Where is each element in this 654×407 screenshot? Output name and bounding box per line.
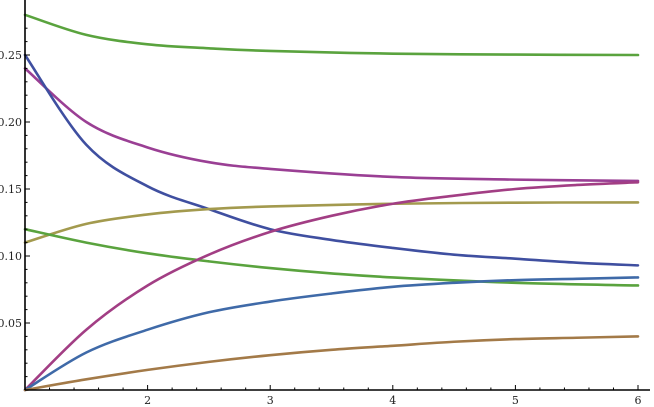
y-tick-label: 0.15 [0, 183, 22, 196]
series-layer [23, 13, 640, 392]
series-line-8 [23, 335, 640, 392]
x-tick-label: 5 [512, 394, 519, 407]
series-line-4 [23, 201, 640, 244]
y-tick-label: 0.25 [0, 49, 22, 62]
y-tick-label: 0.05 [0, 317, 22, 330]
x-tick-label: 4 [389, 394, 396, 407]
x-tick-label: 3 [267, 394, 274, 407]
x-tick-label: 6 [635, 394, 642, 407]
y-tick-label: 0.10 [0, 250, 22, 263]
series-line-7 [23, 276, 640, 392]
series-line-6 [23, 181, 640, 392]
series-line-3 [23, 53, 640, 267]
x-tick-label: 2 [144, 394, 151, 407]
series-line-5 [23, 227, 640, 287]
series-line-1 [23, 13, 640, 57]
series-line-2 [23, 67, 640, 183]
axes-layer [24, 0, 650, 391]
y-tick-label: 0.20 [0, 116, 22, 129]
ticks-layer: 2 3 4 5 6 0.05 0.10 0.15 0.20 0.25 [0, 27, 642, 407]
